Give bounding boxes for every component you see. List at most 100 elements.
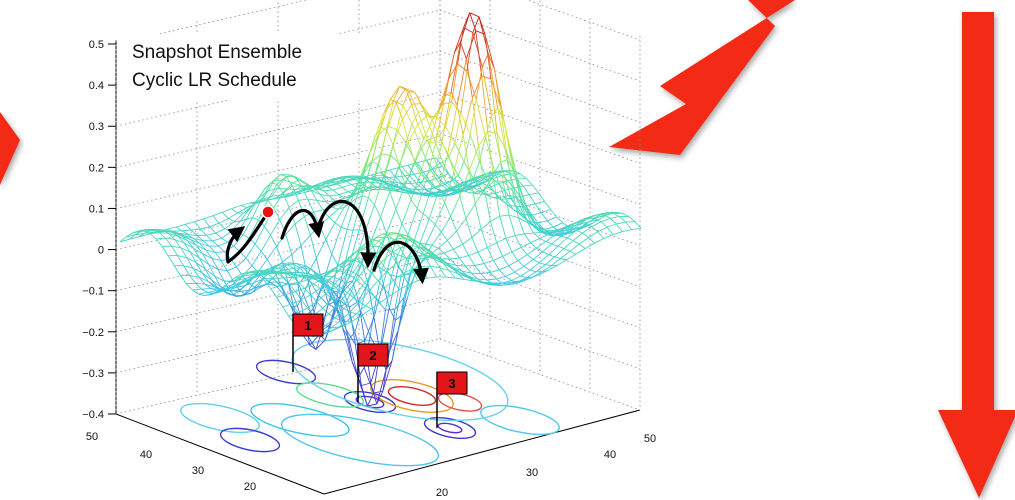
mesh-segment: [429, 141, 436, 144]
mesh-segment: [190, 229, 198, 236]
mesh-segment: [252, 197, 260, 206]
mesh-segment: [356, 279, 363, 286]
mesh-segment: [240, 202, 251, 206]
mesh-segment: [548, 245, 559, 256]
mesh-segment: [227, 266, 237, 272]
mesh-segment: [511, 251, 519, 261]
mesh-segment: [246, 270, 256, 273]
mesh-segment: [198, 276, 209, 282]
mesh-segment: [207, 290, 218, 293]
mesh-segment: [475, 66, 483, 100]
mesh-segment: [369, 299, 377, 337]
mesh-segment: [329, 194, 339, 197]
mesh-segment: [205, 268, 215, 277]
mesh-segment: [521, 204, 532, 219]
mesh-segment: [323, 190, 330, 197]
mesh-segment: [505, 234, 516, 239]
mesh-segment: [309, 344, 317, 350]
mesh-segment: [340, 311, 351, 321]
mesh-segment: [172, 230, 179, 234]
mesh-segment: [378, 182, 386, 188]
mesh-segment: [371, 262, 382, 274]
mesh-segment: [242, 275, 249, 284]
mesh-segment: [453, 191, 460, 195]
mesh-segment: [543, 226, 554, 230]
mesh-segment: [243, 273, 254, 277]
mesh-segment: [273, 174, 281, 182]
mesh-segment: [323, 189, 333, 192]
mesh-segment: [383, 100, 394, 113]
mesh-segment: [506, 159, 514, 169]
mesh-segment: [493, 68, 501, 107]
mesh-segment: [483, 263, 491, 273]
mesh-segment: [448, 142, 456, 158]
mesh-segment: [568, 226, 575, 229]
mesh-segment: [235, 285, 245, 288]
mesh-segment: [463, 12, 471, 28]
mesh-segment: [349, 311, 357, 315]
mesh-segment: [266, 246, 277, 260]
mesh-segment: [400, 234, 410, 241]
grid-line-side: [439, 256, 641, 329]
mesh-segment: [432, 165, 443, 170]
mesh-segment: [272, 263, 282, 269]
mesh-segment: [471, 178, 478, 184]
mesh-segment: [476, 190, 483, 195]
mesh-segment: [240, 278, 251, 283]
mesh-segment: [516, 178, 524, 187]
mesh-segment: [201, 272, 209, 282]
mesh-segment: [396, 105, 404, 130]
mesh-segment: [462, 243, 470, 256]
mesh-segment: [402, 91, 410, 106]
mesh-segment: [569, 250, 577, 255]
mesh-segment: [498, 269, 506, 277]
mesh-segment: [342, 291, 350, 308]
mesh-segment: [156, 237, 166, 240]
mesh-segment: [415, 161, 426, 179]
mesh-segment: [212, 215, 220, 224]
x-tick-label: 50: [86, 431, 98, 443]
mesh-segment: [209, 226, 217, 234]
mesh-segment: [495, 278, 503, 284]
z-tick-label: −0.3: [82, 368, 104, 380]
mesh-segment: [403, 272, 411, 298]
mesh-segment: [287, 193, 294, 197]
mesh-segment: [372, 179, 380, 184]
mesh-segment: [296, 187, 306, 190]
grid-line-side: [439, 50, 641, 123]
mesh-segment: [370, 216, 381, 241]
mesh-segment: [277, 179, 284, 189]
mesh-segment: [329, 280, 336, 285]
mesh-segment: [372, 233, 383, 241]
mesh-segment: [504, 194, 511, 197]
mesh-segment: [424, 255, 434, 260]
mesh-segment: [299, 267, 310, 281]
mesh-segment: [459, 42, 467, 59]
mesh-segment: [459, 257, 466, 267]
mesh-segment: [228, 212, 238, 219]
mesh-segment: [295, 176, 302, 187]
mesh-segment: [287, 264, 294, 269]
mesh-segment: [570, 221, 578, 227]
mesh-segment: [606, 223, 617, 228]
mesh-segment: [383, 99, 391, 113]
mesh-segment: [516, 206, 524, 215]
mesh-segment: [521, 242, 531, 248]
mesh-segment: [357, 188, 364, 192]
mesh-segment: [497, 107, 504, 120]
mesh-segment: [352, 178, 359, 181]
mesh-segment: [471, 229, 482, 238]
mesh-segment: [252, 217, 259, 221]
mesh-segment: [231, 281, 242, 286]
mesh-segment: [346, 280, 353, 284]
mesh-segment: [616, 212, 623, 214]
mesh-segment: [529, 269, 537, 273]
mesh-segment: [430, 265, 437, 278]
mesh-segment: [560, 250, 571, 259]
mesh-segment: [295, 185, 303, 190]
mesh-segment: [616, 223, 623, 232]
mesh-segment: [511, 190, 519, 218]
mesh-segment: [462, 97, 473, 135]
mesh-segment: [362, 195, 369, 199]
